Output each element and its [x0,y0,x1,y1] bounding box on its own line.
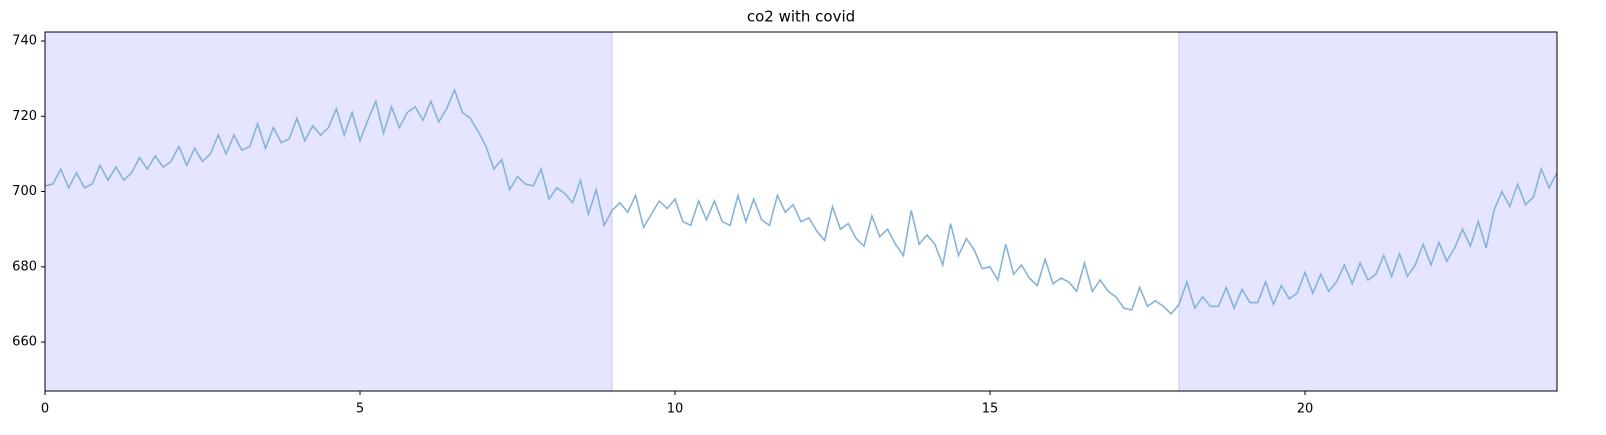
x-tick-label: 5 [356,402,364,417]
plot-frame [44,31,1558,392]
x-tick-label: 20 [1297,402,1314,417]
x-tick-label: 0 [41,402,49,417]
y-tick-label: 700 [12,184,37,199]
y-tick-label: 680 [12,259,37,274]
x-tick-label: 10 [667,402,684,417]
y-tick-label: 720 [12,109,37,124]
x-tick-label: 15 [982,402,999,417]
y-tick-label: 740 [12,34,37,49]
shaded-span [44,31,613,392]
data-line [44,87,1558,316]
y-tick-label: 660 [12,335,37,350]
shaded-span [1178,31,1558,392]
chart-title: co2 with covid [747,8,855,26]
